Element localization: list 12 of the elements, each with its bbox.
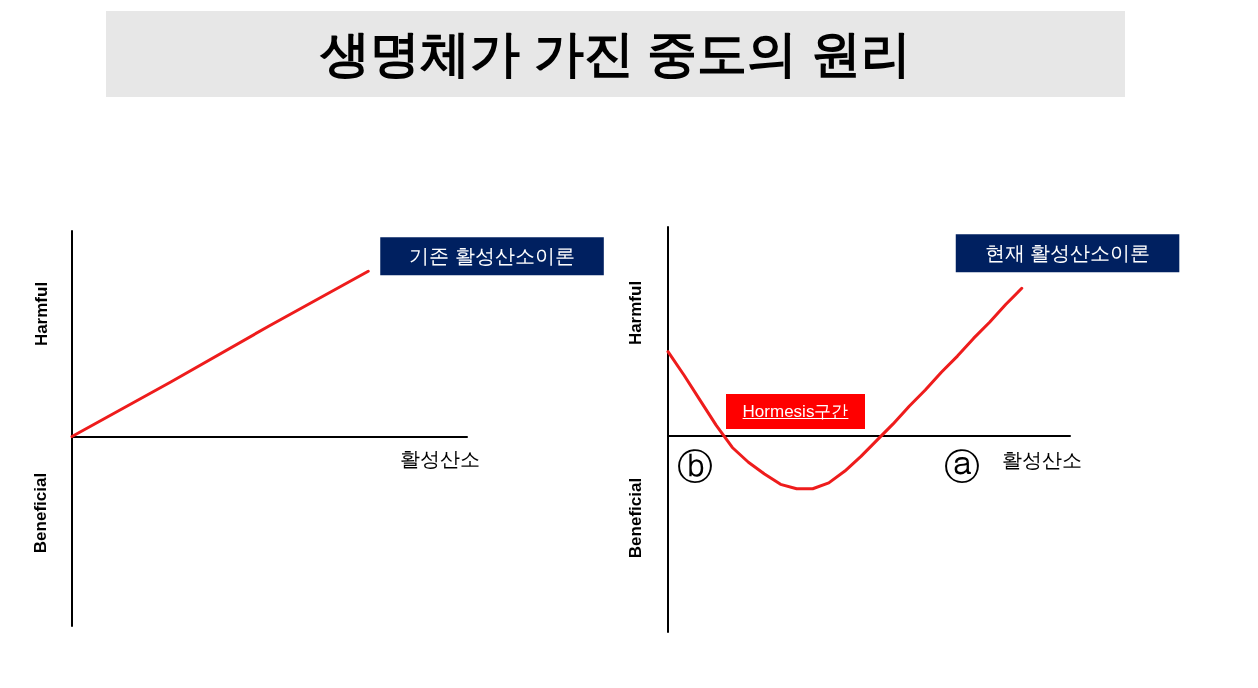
text: 현재 활성산소이론	[984, 242, 1151, 265]
annotation: ⓐ	[944, 446, 980, 487]
annotation: Hormesis구간	[726, 394, 865, 429]
x-axis-title: 활성산소	[400, 448, 480, 470]
x-axis-title: 활성산소	[1002, 449, 1082, 471]
text: Beneficial	[30, 472, 50, 554]
y-axis-title: Harmful	[625, 280, 645, 346]
text: Beneficial	[625, 477, 645, 559]
y-axis-title: Harmful	[31, 281, 51, 347]
annotation: ⓑ	[677, 446, 713, 487]
text: 기존 활성산소이론	[409, 245, 575, 268]
text: 생명체가 가진 중도의 원리	[106, 11, 1125, 97]
